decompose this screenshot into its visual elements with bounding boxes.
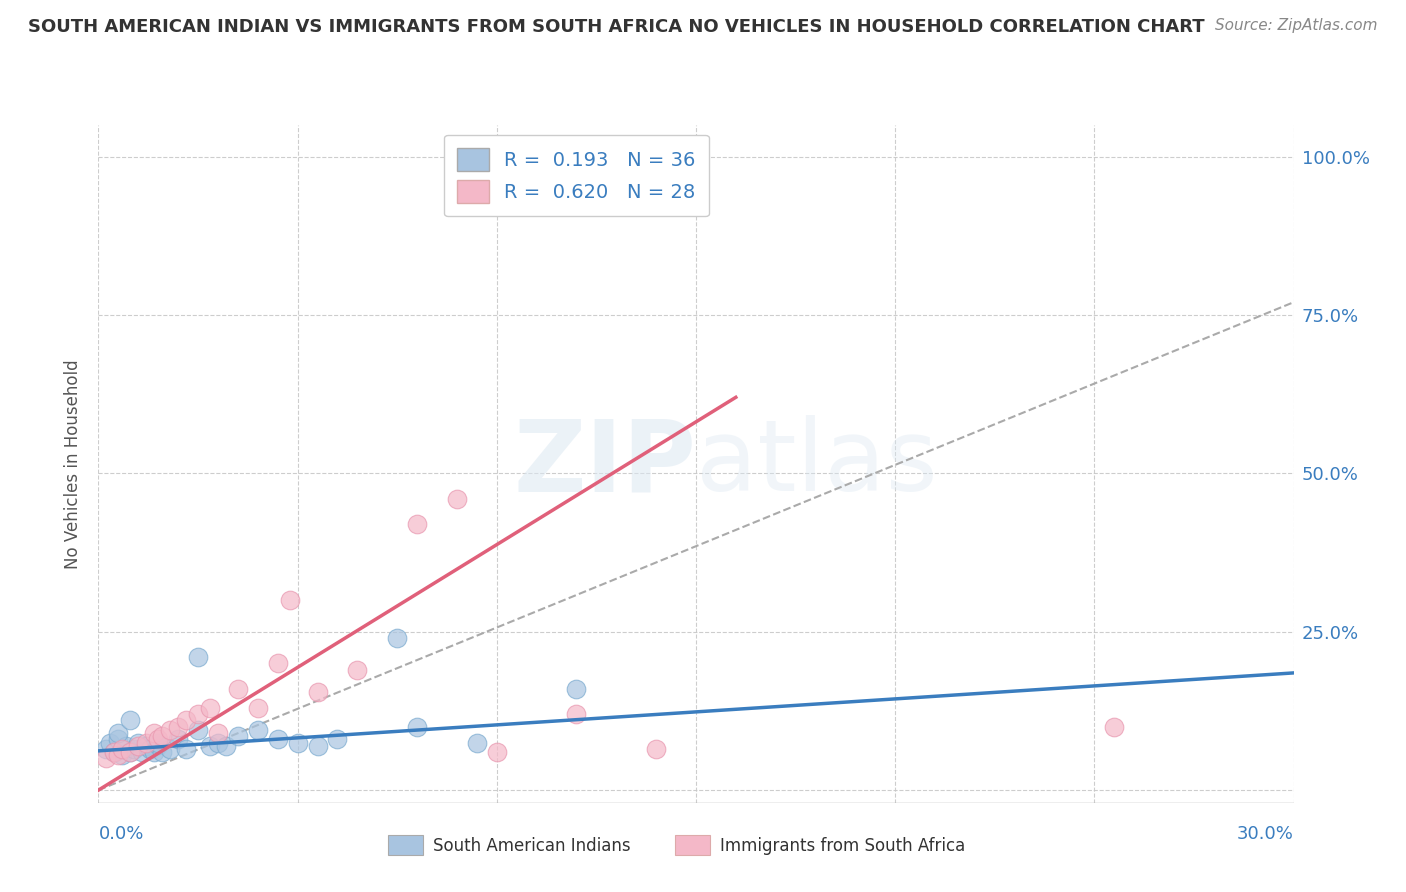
Point xyxy=(148,732,170,747)
Point xyxy=(174,742,197,756)
Point xyxy=(100,736,122,750)
Point xyxy=(207,736,229,750)
Point xyxy=(120,745,142,759)
Point xyxy=(120,714,142,728)
Point xyxy=(187,723,209,737)
Point xyxy=(278,593,301,607)
Point xyxy=(207,726,229,740)
Point xyxy=(287,736,309,750)
Point xyxy=(465,736,488,750)
Point xyxy=(131,745,153,759)
Point xyxy=(127,739,149,753)
Text: Source: ZipAtlas.com: Source: ZipAtlas.com xyxy=(1215,18,1378,33)
Point xyxy=(267,732,290,747)
Point xyxy=(565,707,588,722)
Point xyxy=(148,736,170,750)
Point xyxy=(111,748,134,763)
Text: ZIP: ZIP xyxy=(513,416,696,512)
Point xyxy=(135,739,157,753)
Point xyxy=(111,742,134,756)
Point xyxy=(107,732,129,747)
Text: atlas: atlas xyxy=(696,416,938,512)
Text: South American Indians: South American Indians xyxy=(433,837,631,855)
Text: 30.0%: 30.0% xyxy=(1237,825,1294,843)
Point xyxy=(565,681,588,696)
Point xyxy=(307,739,329,753)
Point xyxy=(124,742,146,756)
Point xyxy=(139,742,162,756)
Point xyxy=(198,700,221,714)
Y-axis label: No Vehicles in Household: No Vehicles in Household xyxy=(63,359,82,569)
Point xyxy=(267,657,290,671)
Point xyxy=(326,732,349,747)
Point xyxy=(107,726,129,740)
Text: SOUTH AMERICAN INDIAN VS IMMIGRANTS FROM SOUTH AFRICA NO VEHICLES IN HOUSEHOLD C: SOUTH AMERICAN INDIAN VS IMMIGRANTS FROM… xyxy=(28,18,1205,36)
Point xyxy=(215,739,238,753)
Point xyxy=(143,745,166,759)
Point xyxy=(167,720,190,734)
Legend: R =  0.193   N = 36, R =  0.620   N = 28: R = 0.193 N = 36, R = 0.620 N = 28 xyxy=(444,135,709,217)
Point xyxy=(107,748,129,763)
Point xyxy=(645,742,668,756)
Point xyxy=(346,663,368,677)
Point xyxy=(120,745,142,759)
Point xyxy=(187,650,209,665)
Point xyxy=(96,751,118,765)
Point xyxy=(115,739,138,753)
Point xyxy=(246,700,269,714)
Point xyxy=(167,732,190,747)
Text: 0.0%: 0.0% xyxy=(98,825,143,843)
Point xyxy=(174,714,197,728)
Point xyxy=(406,720,429,734)
Point xyxy=(150,745,173,759)
Point xyxy=(127,736,149,750)
Point xyxy=(103,745,125,759)
Point xyxy=(246,723,269,737)
Point xyxy=(103,745,125,759)
Point xyxy=(159,723,181,737)
Point xyxy=(159,742,181,756)
Point xyxy=(198,739,221,753)
Point xyxy=(385,631,409,645)
Point xyxy=(96,742,118,756)
Point xyxy=(226,729,249,743)
Point xyxy=(485,745,508,759)
Point xyxy=(143,726,166,740)
Point xyxy=(187,707,209,722)
Point xyxy=(406,516,429,531)
Point xyxy=(135,736,157,750)
Point xyxy=(446,491,468,506)
Point xyxy=(148,738,170,752)
Point xyxy=(1102,720,1125,734)
Text: Immigrants from South Africa: Immigrants from South Africa xyxy=(720,837,965,855)
Point xyxy=(150,729,173,743)
Point xyxy=(307,685,329,699)
Point xyxy=(226,681,249,696)
